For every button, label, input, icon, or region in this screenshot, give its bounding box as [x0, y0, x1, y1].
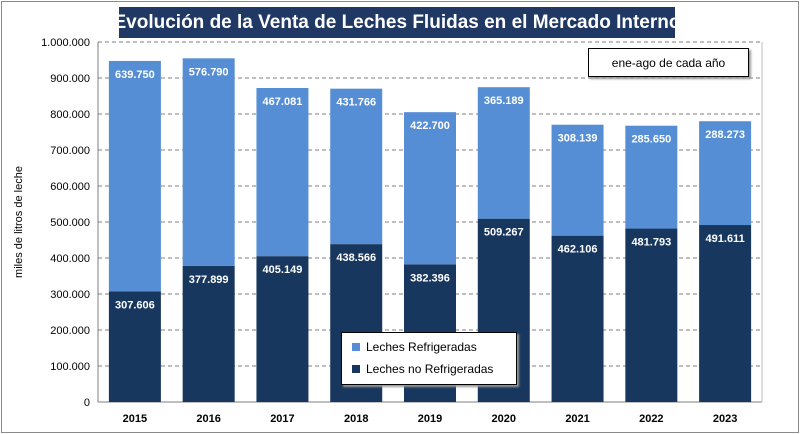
bar-refrigeradas: [625, 125, 678, 229]
data-label: 481.793: [631, 237, 671, 249]
data-label: 438.566: [336, 252, 376, 264]
data-label: 308.139: [558, 133, 598, 145]
x-tick-label: 2019: [418, 413, 442, 425]
bar-no-refrigeradas: [551, 235, 604, 402]
legend-swatch-refrigeradas: [352, 343, 360, 351]
data-label: 382.396: [410, 272, 450, 284]
y-axis-ticks: 0 100.000 200.000 300.000 400.000 500.000 600.…: [41, 37, 90, 409]
y-tick-label: 400.000: [50, 253, 90, 265]
legend: Leches Refrigeradas Leches no Refrigerad…: [341, 332, 517, 385]
data-label: 509.267: [484, 227, 524, 239]
y-tick-label: 900.000: [50, 73, 90, 85]
data-label: 377.899: [189, 274, 229, 286]
x-tick-label: 2015: [123, 413, 147, 425]
y-tick-label: 500.000: [50, 217, 90, 229]
y-tick-label: 600.000: [50, 181, 90, 193]
legend-label-refrigeradas: Leches Refrigeradas: [366, 340, 477, 354]
chart-title: Evolución de la Venta de Leches Fluidas …: [114, 7, 681, 38]
x-tick-label: 2022: [639, 413, 663, 425]
y-axis-label: miles de litros de leche: [13, 166, 25, 278]
data-label: 405.149: [263, 264, 303, 276]
data-label: 467.081: [263, 96, 303, 108]
bar-refrigeradas: [699, 121, 752, 226]
bar-refrigeradas: [182, 58, 235, 266]
legend-item-no-refrigeradas: Leches no Refrigeradas: [352, 362, 493, 376]
bar-refrigeradas: [256, 87, 309, 257]
data-label: 288.273: [705, 129, 745, 141]
y-tick-label: 700.000: [50, 145, 90, 157]
data-label: 285.650: [631, 134, 671, 146]
data-labels: 307.606 639.750 377.899 576.790 405.149 467.0…: [115, 66, 745, 311]
y-tick-label: 1.000.000: [41, 37, 90, 49]
x-tick-label: 2016: [196, 413, 220, 425]
data-label: 422.700: [410, 120, 450, 132]
bar-refrigeradas: [477, 87, 530, 219]
bar-refrigeradas: [330, 88, 383, 245]
y-tick-label: 200.000: [50, 325, 90, 337]
bar-no-refrigeradas: [256, 256, 309, 402]
data-label: 639.750: [115, 69, 155, 81]
period-note: ene-ago de cada año: [588, 48, 749, 77]
x-axis-ticks: 2015 2016 2017 2018 2019 2020 2021 2022 2023: [123, 413, 738, 425]
x-tick-label: 2021: [565, 413, 589, 425]
data-label: 307.606: [115, 299, 155, 311]
y-tick-label: 0: [84, 397, 90, 409]
bar-refrigeradas: [551, 124, 604, 236]
bar-no-refrigeradas: [182, 265, 235, 402]
data-label: 431.766: [336, 97, 376, 109]
bar-refrigeradas: [108, 60, 161, 292]
bars: [108, 58, 752, 402]
bar-refrigeradas: [404, 112, 456, 265]
bar-no-refrigeradas: [699, 225, 752, 402]
y-tick-label: 100.000: [50, 361, 90, 373]
y-tick-label: 800.000: [50, 109, 90, 121]
x-tick-label: 2020: [492, 413, 516, 425]
x-tick-label: 2018: [344, 413, 368, 425]
legend-item-refrigeradas: Leches Refrigeradas: [352, 340, 477, 354]
bar-no-refrigeradas: [108, 291, 161, 402]
legend-swatch-no-refrigeradas: [352, 365, 360, 373]
x-tick-label: 2017: [270, 413, 294, 425]
data-label: 365.189: [484, 95, 524, 107]
data-label: 491.611: [706, 233, 745, 245]
x-tick-label: 2023: [713, 413, 737, 425]
bar-no-refrigeradas: [625, 228, 678, 402]
data-label: 576.790: [189, 66, 229, 78]
legend-label-no-refrigeradas: Leches no Refrigeradas: [366, 362, 494, 376]
y-tick-label: 300.000: [50, 289, 90, 301]
data-label: 462.106: [558, 244, 598, 256]
